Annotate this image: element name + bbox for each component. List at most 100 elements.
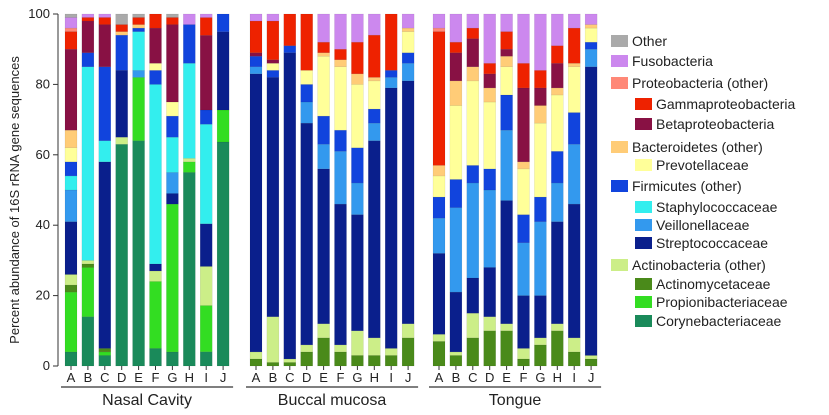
bar-segment: [266, 70, 280, 78]
bar-group: A B C D E F G H I J Tongue: [429, 13, 602, 409]
bar-segment: [534, 105, 547, 124]
legend-item: Betaproteobacteria: [635, 116, 775, 132]
x-tick-label: H: [185, 370, 194, 385]
bar-segment: [216, 141, 230, 367]
bar-segment: [98, 351, 112, 356]
bar-segment: [517, 295, 530, 349]
bar-segment: [266, 13, 280, 22]
x-tick-label: E: [502, 370, 511, 385]
bar-segment: [368, 80, 381, 110]
legend-item: Prevotellaceae: [635, 157, 749, 173]
bar-segment: [500, 129, 513, 201]
bar-segment: [132, 13, 145, 18]
bar-segment: [534, 87, 547, 106]
bar-segment: [432, 334, 446, 342]
bar-segment: [517, 168, 530, 215]
bar-segment: [149, 348, 162, 367]
bar-segment: [517, 161, 530, 170]
bar-segment: [534, 196, 547, 222]
legend-swatch: [611, 141, 628, 153]
bar-segment: [483, 101, 496, 170]
x-tick-label: H: [370, 370, 379, 385]
legend-swatch: [611, 259, 628, 271]
bar-segment: [500, 56, 513, 68]
bar-segment: [584, 27, 598, 43]
bar-segment: [584, 66, 598, 356]
bar-segment: [300, 101, 313, 124]
y-tick-label: 80: [36, 76, 50, 91]
bar-segment: [534, 122, 547, 198]
bar-segment: [199, 351, 213, 367]
bar-segment: [199, 223, 213, 267]
bar-segment: [568, 63, 581, 67]
legend-item: Firmicutes (other): [611, 178, 742, 194]
bar-segment: [551, 13, 564, 46]
bar-segment: [432, 196, 446, 219]
legend-label: Betaproteobacteria: [656, 116, 775, 132]
x-tick-label: A: [252, 370, 261, 385]
bar-segment: [385, 348, 398, 356]
bar-segment: [64, 13, 78, 18]
bar-segment: [551, 63, 564, 89]
bar-segment: [166, 101, 179, 117]
bar-segment: [98, 140, 112, 163]
legend-label: Proteobacteria (other): [632, 75, 768, 91]
bar-segment: [115, 144, 128, 367]
bar-segment: [483, 316, 496, 332]
bar-segment: [132, 24, 145, 29]
bar-segment: [517, 63, 530, 89]
x-tick-label: A: [67, 370, 76, 385]
bar-segment: [401, 52, 415, 64]
bar-segment: [300, 351, 313, 367]
bar-segment: [500, 323, 513, 332]
bar-segment: [351, 182, 364, 215]
bar-segment: [149, 63, 162, 71]
y-tick-label: 0: [43, 358, 50, 373]
bar-segment: [166, 13, 179, 18]
bar-segment: [199, 35, 213, 111]
bar-segment: [534, 344, 547, 367]
bar-segment: [300, 13, 313, 71]
bar-segment: [149, 281, 162, 349]
bar-segment: [81, 267, 95, 317]
bar-segment: [584, 355, 598, 360]
bar-segment: [385, 355, 398, 367]
bar-segment: [64, 49, 78, 131]
group-label: Buccal mucosa: [278, 392, 387, 409]
bar-segment: [401, 63, 415, 82]
bar-segment: [385, 77, 398, 89]
bar-segment: [449, 207, 463, 293]
bar-segment: [351, 330, 364, 356]
bar-segment: [517, 358, 530, 367]
bar-segment: [351, 84, 364, 148]
bar-segment: [98, 13, 112, 18]
legend-item: Gammaproteobacteria: [635, 96, 796, 112]
bar-segment: [249, 52, 263, 57]
bar-segment: [249, 73, 263, 353]
x-tick-label: B: [452, 370, 461, 385]
bar-segment: [300, 70, 313, 85]
group-label: Nasal Cavity: [102, 392, 192, 409]
y-axis-label: Percent abundance of 16S rRNA gene seque…: [7, 56, 22, 344]
bar-segment: [149, 84, 162, 265]
bar-segment: [216, 13, 230, 32]
bar-segment: [401, 13, 415, 29]
y-tick-label: 20: [36, 288, 50, 303]
bar-segment: [283, 358, 296, 363]
x-tick-label: G: [352, 370, 362, 385]
bar-segment: [317, 41, 330, 53]
bar-segment: [266, 59, 280, 64]
bar-segment: [300, 344, 313, 353]
bar-segment: [115, 24, 128, 32]
bar-segment: [283, 13, 296, 46]
legend-item: Streptococcaceae: [635, 235, 768, 251]
bar-segment: [199, 17, 213, 36]
bar-segment: [368, 77, 381, 82]
bar-segment: [449, 291, 463, 353]
bar-segment: [517, 13, 530, 64]
bar-segment: [368, 140, 381, 339]
bar-segment: [64, 27, 78, 32]
bar-segment: [249, 20, 263, 53]
x-tick-label: C: [285, 370, 294, 385]
